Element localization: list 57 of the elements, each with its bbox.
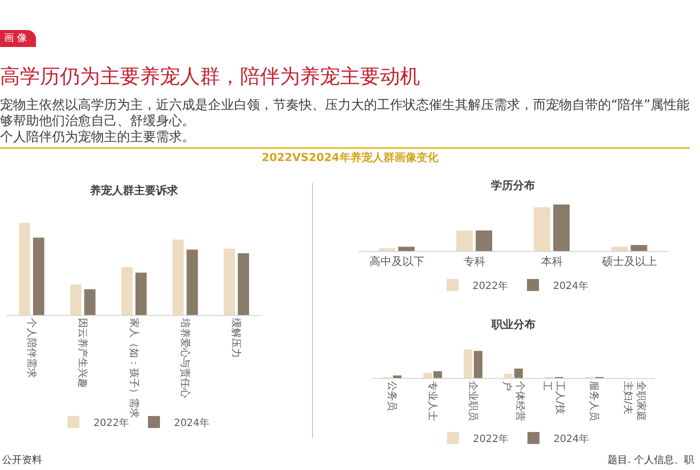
- x-tick-label: 专科: [463, 255, 486, 268]
- legend-label: 2022年: [94, 416, 129, 429]
- bar: [514, 368, 523, 378]
- x-tick-label: 本科: [540, 255, 563, 268]
- x-tick-label: 全职家庭主妇/夫: [622, 381, 648, 421]
- bar: [224, 248, 235, 315]
- bar: [172, 239, 184, 315]
- x-tick-label: 企业职员: [466, 381, 479, 421]
- x-tick-label: 工人/技工: [541, 381, 566, 414]
- x-tick-label: 因云养产生兴趣: [76, 318, 89, 388]
- bar: [433, 371, 442, 378]
- text: 高学历仍为主要养宠人群，陪伴为养宠主要动机: [0, 63, 420, 89]
- bar: [398, 246, 415, 251]
- text: 个人陪伴仍为宠物主的主要需求。: [0, 130, 195, 146]
- legend-label: 2024年: [174, 416, 210, 429]
- bar: [611, 246, 628, 251]
- bar: [456, 230, 473, 251]
- x-tick-label: 高中及以下: [369, 255, 424, 268]
- x-tick-label: 个人陪伴需求: [25, 318, 38, 378]
- bar: [378, 248, 396, 251]
- bar: [84, 289, 96, 315]
- text: 公开资料: [2, 454, 42, 467]
- bar: [534, 207, 550, 251]
- bar: [392, 375, 402, 378]
- bar: [553, 204, 570, 251]
- x-tick-label: 家人（如：孩子）需求: [128, 318, 140, 418]
- legend-label: 2022年: [473, 432, 508, 445]
- bar: [33, 238, 44, 315]
- bar: [464, 350, 472, 378]
- chart-title: 职业分布: [490, 318, 536, 331]
- legend-label: 2024年: [553, 432, 589, 445]
- chart-title: 学历分布: [491, 178, 535, 192]
- bar: [630, 244, 648, 251]
- bar: [18, 222, 30, 315]
- bar: [474, 350, 482, 378]
- x-tick-label: 硕士及以上: [600, 255, 657, 268]
- x-tick-label: 公务员: [386, 381, 398, 411]
- legend-label: 2022年: [472, 280, 508, 292]
- x-tick-label: 缓解压力: [230, 318, 242, 358]
- x-tick-label: 专业人士: [426, 381, 438, 421]
- text: 画像: [4, 32, 30, 46]
- x-tick-label: 培养爱心与责任心: [178, 317, 191, 398]
- legend-label: 2024年: [552, 280, 588, 292]
- text: 2022VS2024年养宠人群画像变化: [262, 151, 438, 165]
- bar: [476, 230, 492, 251]
- text: 宠物主依然以高学历为主，近六成是企业白领，节奏快、压力大的工作状态催生其解压需求，而宠物自带的“陪伴”属性能够帮助他们治愈自己、舒缓身心。: [0, 98, 690, 130]
- chart-title: 养宠人群主要诉求: [89, 184, 179, 197]
- text: 题目. 个人信息、职: [608, 454, 694, 467]
- bar: [135, 272, 147, 315]
- bar: [121, 267, 133, 315]
- bar: [238, 253, 250, 315]
- bar: [70, 284, 82, 315]
- x-tick-label: 服务人员: [588, 381, 600, 421]
- bar: [504, 374, 513, 378]
- x-tick-label: 个体经营户: [500, 381, 526, 421]
- bar: [186, 250, 198, 315]
- bar: [423, 372, 432, 378]
